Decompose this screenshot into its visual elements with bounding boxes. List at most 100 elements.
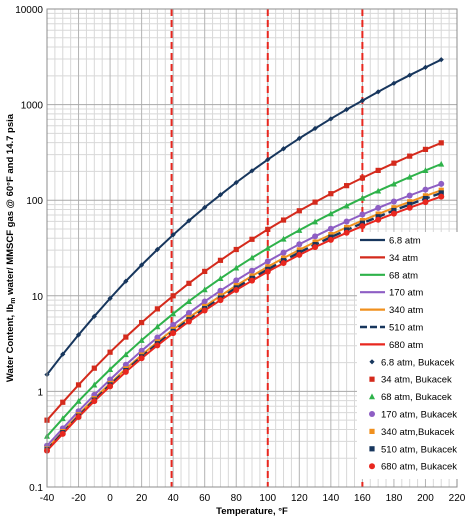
data-point <box>438 190 444 196</box>
data-point <box>217 297 224 304</box>
data-point <box>170 310 177 317</box>
series-line <box>46 163 442 437</box>
data-point <box>359 194 366 201</box>
x-tick-label: 140 <box>323 493 340 504</box>
data-point <box>233 246 239 253</box>
data-point <box>407 153 413 159</box>
data-point <box>91 381 98 388</box>
data-point <box>154 246 160 253</box>
data-point <box>280 217 287 223</box>
data-point <box>60 399 66 405</box>
data-point <box>312 199 318 205</box>
data-point <box>122 361 129 368</box>
data-point <box>344 224 350 231</box>
data-point <box>170 293 176 299</box>
legend: 6.8 atm 34 atm 68 atm 170 atm 340 atm 510 atm… <box>357 232 463 479</box>
series-line <box>46 191 442 451</box>
data-point <box>359 175 365 181</box>
data-point <box>233 264 240 271</box>
data-point <box>344 106 350 113</box>
data-point <box>422 199 429 206</box>
legend-marker <box>369 393 375 400</box>
data-point <box>296 241 303 248</box>
data-point <box>249 267 255 274</box>
data-point <box>327 236 334 243</box>
data-point <box>359 211 366 218</box>
data-point <box>107 349 113 355</box>
data-point <box>186 280 192 286</box>
data-point <box>201 307 208 314</box>
data-point <box>296 135 302 142</box>
data-point <box>438 160 445 167</box>
data-point <box>438 180 445 187</box>
data-point <box>249 254 255 261</box>
data-point <box>91 398 98 405</box>
data-point <box>185 298 192 304</box>
y-tick-label: 100 <box>26 196 43 207</box>
data-point <box>170 321 177 328</box>
legend-background <box>357 232 463 479</box>
data-point <box>265 156 271 163</box>
data-point <box>422 193 429 199</box>
x-axis-title: Temperature, °F <box>216 506 288 517</box>
data-point <box>438 193 445 200</box>
data-point <box>185 309 192 316</box>
data-point <box>202 268 208 274</box>
data-point <box>154 334 161 341</box>
data-point <box>359 223 366 230</box>
data-point <box>59 430 66 437</box>
data-point <box>390 198 397 205</box>
y-tick-label: 10000 <box>15 5 43 16</box>
data-point <box>91 365 97 371</box>
data-point <box>138 355 145 362</box>
legend-label: 6.8 atm, Bukacek <box>381 357 455 368</box>
legend-label: 6.8 atm <box>389 236 421 247</box>
data-point <box>280 249 287 256</box>
y-tick-label: 0.1 <box>29 483 43 494</box>
data-point <box>328 116 334 122</box>
data-point <box>249 277 255 284</box>
legend-label: 34 atm, Bukacek <box>381 375 452 386</box>
data-point <box>264 244 271 251</box>
data-point <box>233 277 240 284</box>
legend-label: 510 atm, Bukacek <box>381 444 457 455</box>
data-point <box>264 258 271 265</box>
y-tick-label: 1000 <box>21 101 44 112</box>
data-point <box>422 64 429 70</box>
series-lines <box>46 58 442 452</box>
data-point <box>391 80 397 86</box>
legend-label: 680 atm <box>389 340 423 351</box>
y-axis-title-subscript: m <box>10 298 17 304</box>
data-point <box>422 167 429 173</box>
data-point <box>249 168 255 174</box>
legend-label: 34 atm <box>389 253 418 264</box>
data-point <box>328 231 334 238</box>
data-point <box>391 205 397 211</box>
data-point <box>343 218 350 225</box>
data-point <box>202 204 208 211</box>
data-point <box>249 236 255 242</box>
data-point <box>438 57 444 63</box>
data-point <box>327 225 334 232</box>
x-tick-label: 100 <box>259 493 276 504</box>
data-point <box>264 268 271 275</box>
data-point <box>312 233 319 240</box>
data-point <box>344 183 350 189</box>
data-point <box>406 204 413 211</box>
data-point <box>59 415 66 422</box>
data-point <box>138 337 145 343</box>
y-axis-title-main: Water Content, lb <box>5 304 16 382</box>
legend-label: 340 atm,Bukacek <box>381 427 455 438</box>
legend-marker <box>369 446 375 452</box>
data-point <box>296 251 303 258</box>
x-tick-label: 200 <box>417 493 434 504</box>
data-point <box>139 319 145 326</box>
data-point <box>407 199 413 205</box>
data-point <box>343 202 350 209</box>
data-point <box>280 260 287 267</box>
data-point <box>359 98 365 104</box>
data-point <box>406 192 413 199</box>
data-point <box>312 244 319 251</box>
data-point <box>138 347 145 354</box>
data-point <box>438 140 444 146</box>
